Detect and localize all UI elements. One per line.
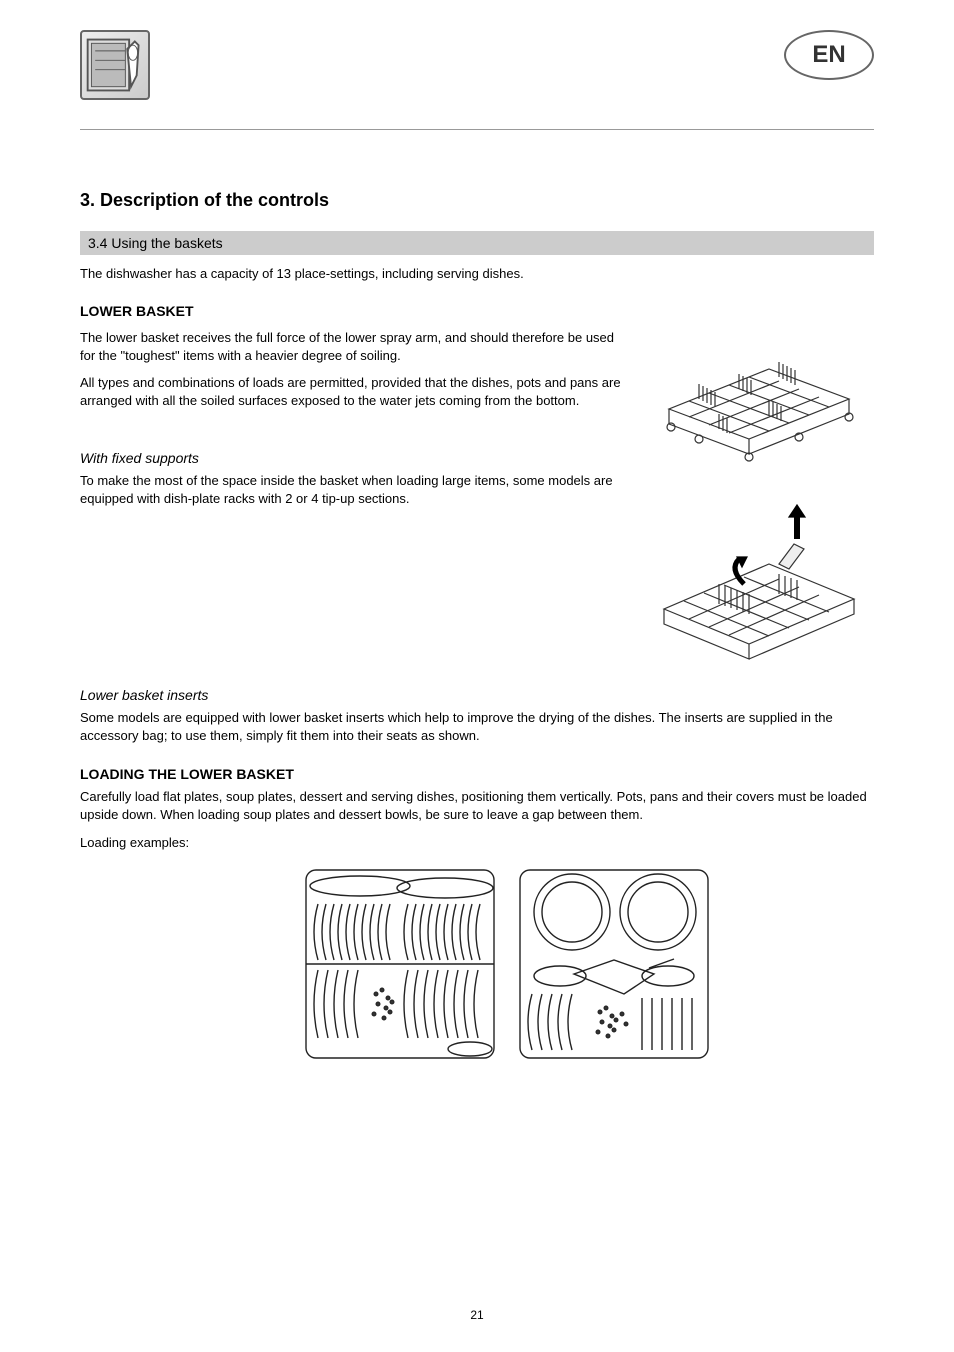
basket-tip-up-illustration [649,499,869,669]
basket-wireframe-illustration [649,329,869,469]
section-number: 3.4 [88,235,107,251]
examples-label: Loading examples: [80,834,874,852]
loading-example-plates-illustration [300,864,500,1064]
loading-examples-row [300,864,874,1064]
page-header: EN [80,30,874,130]
inserts-text: Some models are equipped with lower bask… [80,709,874,745]
page-number: 21 [0,1308,954,1322]
page-content: 3. Description of the controls 3.4 Using… [80,150,874,1064]
lower-basket-p2: All types and combinations of loads are … [80,374,624,410]
lower-basket-row: The lower basket receives the full force… [80,329,874,669]
loading-heading: LOADING THE LOWER BASKET [80,766,874,782]
intro-text: The dishwasher has a capacity of 13 plac… [80,265,874,283]
fixed-supports-text: To make the most of the space inside the… [80,472,624,508]
lower-basket-img-col [644,329,874,669]
language-label: EN [812,41,845,69]
language-badge: EN [784,30,874,80]
lower-basket-p1: The lower basket receives the full force… [80,329,624,365]
dishwasher-glass-icon [80,30,150,100]
lower-basket-text-col: The lower basket receives the full force… [80,329,624,669]
fixed-supports-heading: With fixed supports [80,450,624,466]
lower-basket-heading: LOWER BASKET [80,303,874,319]
loading-text: Carefully load flat plates, soup plates,… [80,788,874,824]
inserts-heading: Lower basket inserts [80,687,874,703]
page-title: 3. Description of the controls [80,190,874,211]
loading-example-pots-illustration [514,864,714,1064]
section-heading-bar: 3.4 Using the baskets [80,231,874,255]
section-heading: Using the baskets [111,235,222,251]
